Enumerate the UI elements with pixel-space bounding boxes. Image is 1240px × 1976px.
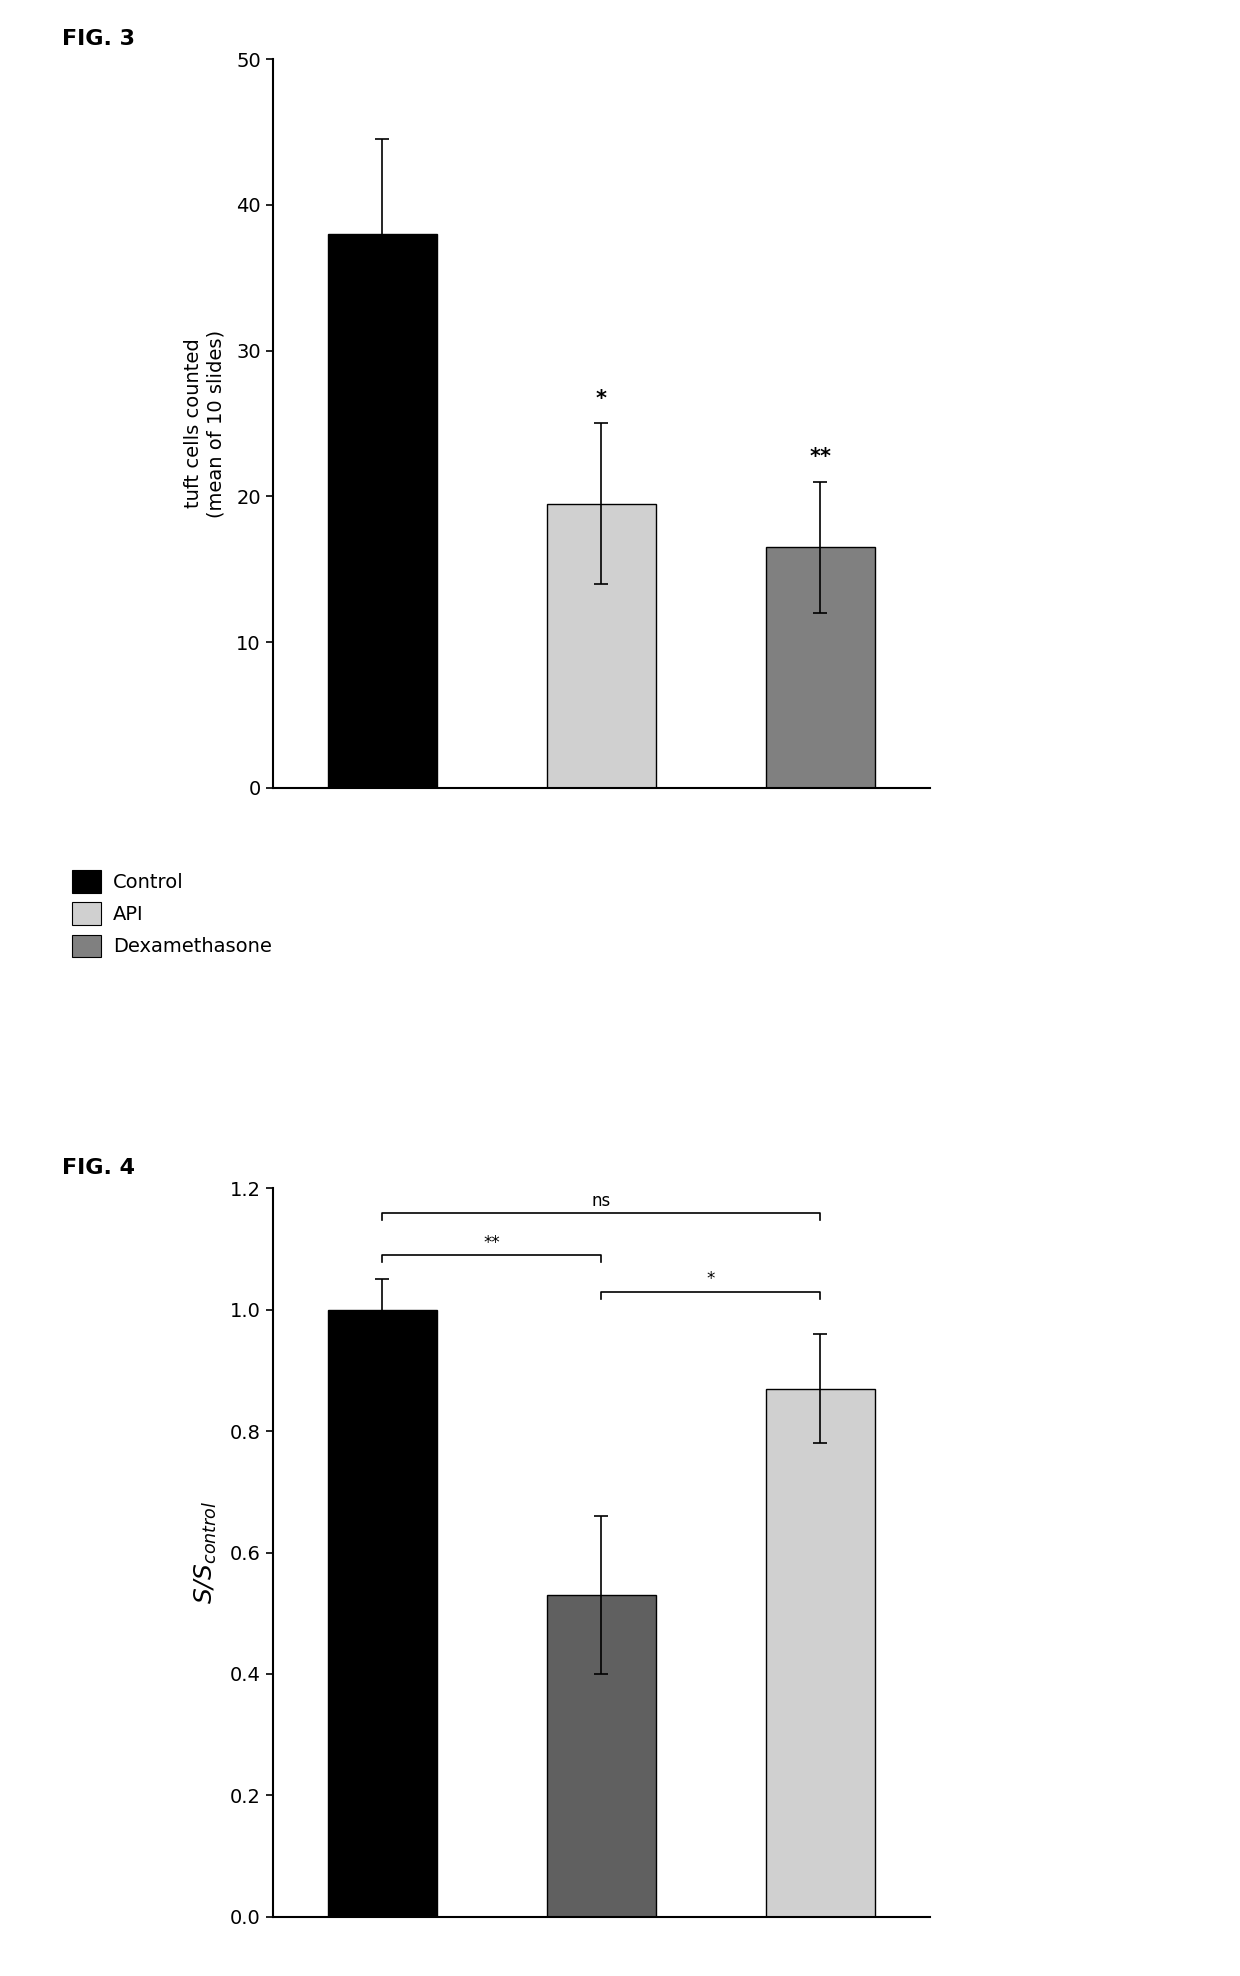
Text: FIG. 4: FIG. 4 [62, 1158, 135, 1178]
Legend: Control, API, Dexamethasone: Control, API, Dexamethasone [72, 869, 272, 956]
Y-axis label: S/S$_{\mathregular{control}}$: S/S$_{\mathregular{control}}$ [192, 1502, 219, 1605]
Text: FIG. 3: FIG. 3 [62, 30, 135, 49]
Text: **: ** [810, 447, 832, 466]
Bar [327, 1310, 438, 1917]
Y-axis label: tuft cells counted
(mean of 10 slides): tuft cells counted (mean of 10 slides) [184, 330, 226, 518]
Bar [766, 1389, 875, 1917]
Text: **: ** [484, 1235, 500, 1253]
Bar [547, 504, 656, 788]
Text: *: * [596, 389, 606, 409]
Bar [327, 233, 438, 788]
Text: *: * [707, 1271, 715, 1288]
Bar [766, 547, 875, 788]
Bar [547, 1595, 656, 1917]
Text: ns: ns [591, 1192, 611, 1209]
